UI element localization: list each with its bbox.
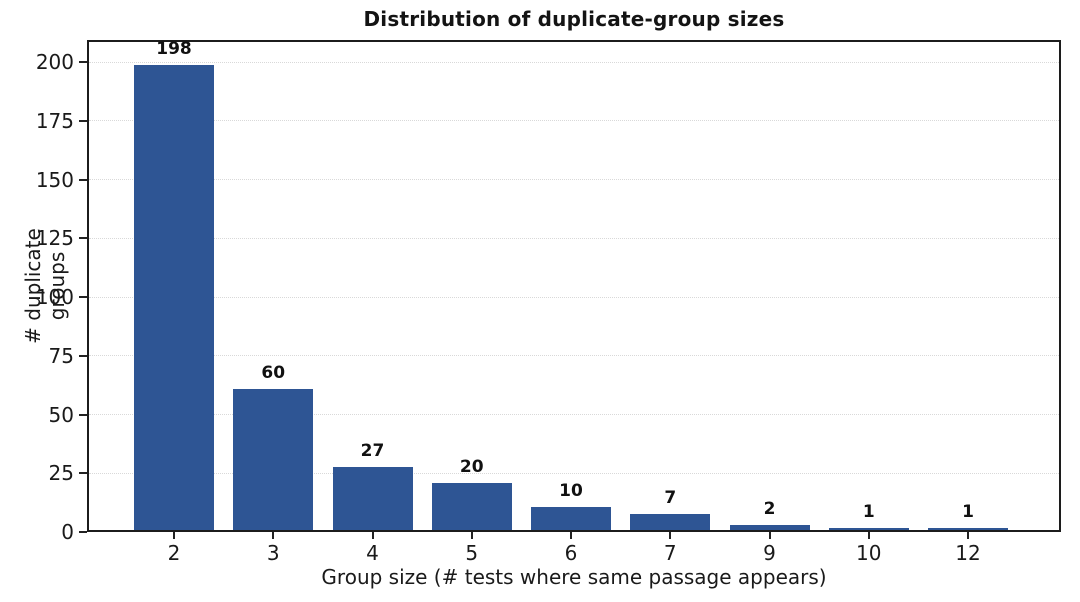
bar-value-label: 198 (156, 38, 192, 59)
gridline (89, 414, 1059, 416)
x-tick-label: 4 (366, 541, 379, 565)
bar-slot: 27 4 (332, 42, 413, 565)
y-tick-mark (79, 413, 87, 416)
x-tick-mark (570, 532, 572, 539)
bar-value-label: 1 (962, 501, 974, 522)
x-tick-mark (669, 532, 672, 539)
x-tick-label: 5 (465, 541, 479, 565)
bar (630, 513, 711, 530)
gridline (89, 61, 1059, 63)
gridline (89, 296, 1059, 298)
bar-slot: 10 6 (531, 42, 611, 565)
chart-title: Distribution of duplicate-group sizes (363, 7, 785, 31)
y-tick-label: 175 (35, 108, 74, 133)
bar-value-label: 10 (559, 480, 583, 501)
bar-value-label: 2 (763, 499, 776, 520)
bar-value-label: 7 (664, 487, 677, 508)
gridline (89, 237, 1059, 239)
bar-slot: 1 10 (828, 42, 909, 565)
y-tick-mark (79, 119, 87, 122)
x-tick-mark (173, 532, 175, 539)
x-tick-label: 9 (763, 541, 776, 565)
bar (729, 525, 810, 530)
bar-slot: 1 12 (928, 42, 1008, 565)
y-tick-mark (79, 61, 87, 64)
y-tick-mark (79, 237, 87, 240)
x-tick-label: 7 (663, 541, 677, 565)
bar-slot: 198 2 (134, 39, 214, 565)
bar-slot: 60 3 (233, 42, 314, 565)
y-tick-label: 150 (35, 167, 74, 192)
bar (431, 483, 512, 530)
x-tick-label: 2 (167, 541, 181, 565)
y-tick-label: 100 (35, 285, 74, 310)
bar-value-label: 1 (862, 501, 875, 522)
y-tick-mark (79, 354, 87, 357)
bar-value-label: 27 (360, 440, 385, 461)
x-tick-mark (371, 532, 374, 539)
x-tick-label: 12 (955, 541, 981, 565)
bar (332, 466, 413, 530)
x-tick-label: 3 (266, 541, 280, 565)
bar (233, 389, 314, 530)
x-tick-mark (768, 532, 771, 539)
y-tick-label: 25 (48, 461, 74, 486)
y-tick-mark (79, 178, 87, 181)
y-tick-label: 50 (48, 402, 74, 427)
x-tick-mark (867, 532, 870, 539)
x-axis-label: Group size (# tests where same passage a… (321, 565, 827, 589)
bar-value-label: 20 (459, 457, 484, 478)
y-tick-label: 200 (35, 50, 74, 75)
gridline (89, 472, 1059, 474)
bar (531, 506, 611, 530)
y-tick-label: 75 (48, 343, 74, 368)
bars-row: 198 2 60 3 27 4 20 5 10 6 7 7 2 9 1 10 1 12 (89, 39, 1059, 565)
gridline (89, 179, 1059, 181)
y-tick-label: 0 (61, 520, 74, 544)
x-tick-mark (470, 532, 473, 539)
x-tick-label: 10 (856, 541, 882, 565)
y-tick-mark (79, 472, 87, 475)
gridline (89, 120, 1059, 122)
bar-slot: 20 5 (431, 42, 512, 565)
x-tick-label: 6 (564, 541, 578, 565)
y-tick-mark (79, 531, 87, 533)
plot-area: 198 2 60 3 27 4 20 5 10 6 7 7 2 9 1 10 1 12 (87, 39, 1061, 565)
bar (828, 527, 909, 530)
x-tick-mark (967, 532, 969, 539)
bar (928, 527, 1008, 530)
gridline (89, 355, 1059, 357)
y-tick-mark (79, 296, 87, 299)
bar-value-label: 60 (261, 363, 286, 384)
y-tick-label: 125 (35, 226, 74, 251)
bar (134, 64, 214, 530)
x-tick-mark (272, 532, 275, 539)
